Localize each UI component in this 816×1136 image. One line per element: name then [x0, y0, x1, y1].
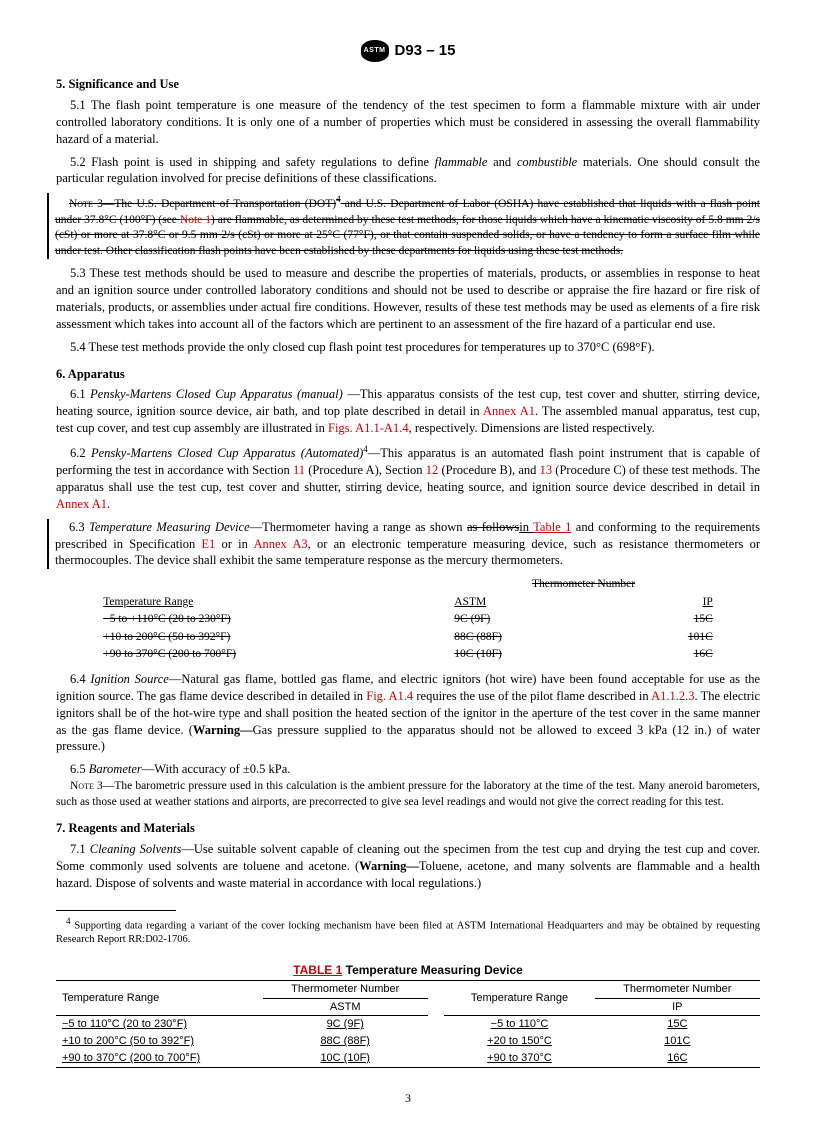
para-6-1: 6.1 Pensky-Martens Closed Cup Apparatus …: [56, 386, 760, 437]
designation: D93 – 15: [395, 41, 456, 61]
change-bar-note3: Note 3—The U.S. Department of Transporta…: [47, 193, 760, 259]
astm-logo: ASTM: [361, 40, 389, 62]
para-6-4: 6.4 Ignition Source—Natural gas flame, b…: [56, 671, 760, 755]
para-5-1: 5.1 The flash point temperature is one m…: [56, 97, 760, 148]
table1-title: TABLE 1 Temperature Measuring Device: [56, 962, 760, 978]
section-6-head: 6. Apparatus: [56, 366, 760, 383]
para-5-4: 5.4 These test methods provide the only …: [56, 339, 760, 356]
para-6-5: 6.5 Barometer—With accuracy of ±0.5 kPa.: [56, 761, 760, 778]
note-3-struck: Note 3—The U.S. Department of Transporta…: [55, 193, 760, 259]
para-6-3: 6.3 Temperature Measuring Device—Thermom…: [55, 519, 760, 570]
para-5-3: 5.3 These test methods should be used to…: [56, 265, 760, 333]
table1: Temperature Range Thermometer Number Tem…: [56, 980, 760, 1068]
note-3-barometer: Note 3—The barometric pressure used in t…: [56, 779, 760, 810]
para-5-2: 5.2 Flash point is used in shipping and …: [56, 154, 760, 188]
footnote-4: 4 Supporting data regarding a variant of…: [56, 915, 760, 948]
para-7-1: 7.1 Cleaning Solvents—Use suitable solve…: [56, 841, 760, 892]
section-5-head: 5. Significance and Use: [56, 76, 760, 93]
page-number: 3: [56, 1090, 760, 1106]
section-7-head: 7. Reagents and Materials: [56, 820, 760, 837]
footnote-rule: [56, 910, 176, 911]
document-header: ASTM D93 – 15: [56, 40, 760, 62]
change-bar-6-3: 6.3 Temperature Measuring Device—Thermom…: [47, 519, 760, 570]
para-6-2: 6.2 Pensky-Martens Closed Cup Apparatus …: [56, 443, 760, 513]
thermometer-struck-table: Thermometer Number Temperature Range AST…: [91, 575, 725, 665]
